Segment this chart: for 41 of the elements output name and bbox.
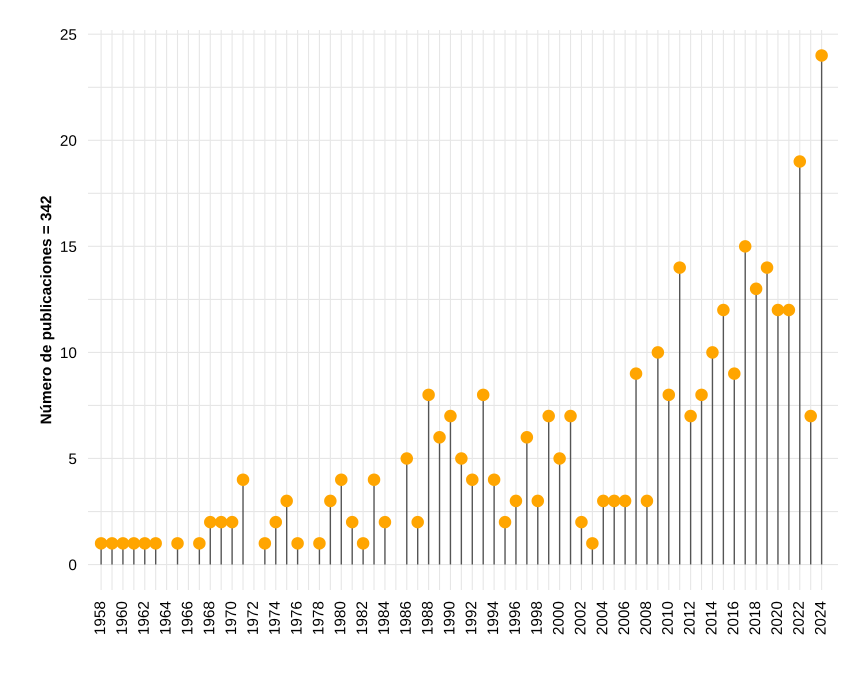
- x-tick-label: 1974: [269, 602, 280, 634]
- x-tick-label: 1964: [160, 602, 171, 634]
- x-tick-label: 2002: [574, 602, 586, 634]
- x-tick-label: 1980: [334, 602, 346, 634]
- y-tick-label: 20: [60, 135, 76, 146]
- y-axis-title: Número de publicaciones = 342: [40, 196, 54, 424]
- y-tick-label: 15: [61, 241, 76, 252]
- x-tick-label: 1976: [290, 602, 302, 634]
- x-tick-label: 2006: [618, 602, 630, 634]
- x-tick-label: 2012: [684, 602, 695, 634]
- x-tick-label: 1958: [94, 602, 106, 634]
- x-tick-label: 1966: [182, 602, 193, 634]
- x-tick-label: 2020: [771, 602, 782, 634]
- x-tick-label: 1986: [400, 602, 411, 634]
- x-tick-label: 2024: [814, 602, 826, 634]
- x-tick-label: 1962: [138, 602, 149, 634]
- y-tick-label: 10: [61, 347, 76, 358]
- x-tick-label: 1992: [466, 602, 476, 634]
- y-tick-label: 0: [68, 559, 76, 570]
- x-tick-label: 1990: [444, 602, 455, 634]
- x-tick-label: 2014: [706, 602, 717, 634]
- x-tick-label: 2022: [793, 602, 804, 634]
- x-tick-label: 2008: [640, 602, 652, 634]
- x-tick-label: 2000: [552, 602, 564, 634]
- x-tick-label: 2018: [749, 602, 760, 634]
- y-tick-label: 25: [60, 29, 76, 40]
- x-tick-label: 1988: [422, 602, 433, 634]
- x-tick-label: 2016: [728, 602, 738, 634]
- x-tick-label: 2004: [596, 602, 608, 634]
- x-tick-label: 1982: [356, 602, 368, 634]
- x-tick-label: 1994: [487, 602, 498, 634]
- x-tick-label: 1978: [312, 602, 324, 634]
- x-tick-label: 1972: [247, 602, 258, 634]
- x-tick-label: 1984: [378, 602, 390, 634]
- x-tick-label: 1968: [204, 602, 214, 634]
- x-tick-label: 1996: [509, 602, 520, 634]
- x-tick-label: 1960: [116, 602, 128, 634]
- x-tick-label: 1998: [531, 602, 542, 634]
- y-tick-label: 5: [69, 454, 76, 464]
- x-tick-label: 2010: [662, 602, 673, 634]
- x-tick-label: 1970: [225, 602, 236, 634]
